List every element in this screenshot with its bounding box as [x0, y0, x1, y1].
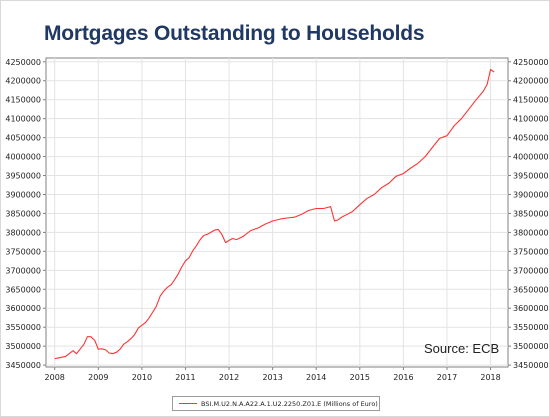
y-tick-label: 3450000: [5, 361, 41, 370]
y-tick-label: 4000000: [5, 153, 41, 162]
grid-lines: [46, 58, 508, 367]
y-axis-right: 3450000 3500000 3550000 3600000 3650000 37000…: [508, 58, 549, 370]
x-tick-label: 2016: [393, 373, 413, 382]
y-tick-label-right: 3600000: [513, 304, 549, 313]
y-tick-label: 3650000: [5, 285, 41, 294]
x-tick-label: 2012: [219, 373, 239, 382]
y-tick-label: 3950000: [5, 172, 41, 181]
x-tick-label: 2011: [175, 373, 195, 382]
y-tick-label: 3900000: [5, 190, 41, 199]
y-tick-label-right: 3900000: [513, 190, 549, 199]
y-tick-label: 4200000: [5, 77, 41, 86]
x-tick-label: 2009: [88, 373, 108, 382]
y-tick-label: 3800000: [5, 228, 41, 237]
legend-label: BSI.M.U2.N.A.A22.A.1.U2.2250.Z01.E (Mill…: [201, 399, 378, 408]
y-tick-label-right: 3450000: [513, 361, 549, 370]
chart-title: Mortgages Outstanding to Households: [44, 22, 425, 45]
y-tick-label-right: 4050000: [513, 134, 549, 143]
plot-area: [45, 57, 509, 368]
y-tick-label: 3500000: [5, 342, 41, 351]
y-tick-label: 3850000: [5, 209, 41, 218]
x-tick-label: 2018: [480, 373, 500, 382]
x-tick-label: 2017: [437, 373, 457, 382]
legend: BSI.M.U2.N.A.A22.A.1.U2.2250.Z01.E (Mill…: [172, 396, 380, 411]
y-tick-label: 4150000: [5, 96, 41, 105]
y-tick-label: 4250000: [5, 58, 41, 67]
y-tick-label-right: 3500000: [513, 342, 549, 351]
y-tick-label: 3550000: [5, 323, 41, 332]
y-tick-label-right: 4150000: [513, 96, 549, 105]
y-tick-label-right: 3550000: [513, 323, 549, 332]
y-tick-label-right: 3700000: [513, 266, 549, 275]
x-tick-label: 2013: [262, 373, 282, 382]
y-tick-label: 3600000: [5, 304, 41, 313]
y-tick-label-right: 3800000: [513, 228, 549, 237]
y-tick-label-right: 3650000: [513, 285, 549, 294]
y-tick-label: 4100000: [5, 115, 41, 124]
x-axis: 2008 2009 2010 2011 2012 2013 2014 2015 2016 2017…: [45, 367, 501, 382]
series-line: [54, 68, 495, 360]
x-tick-label: 2014: [306, 373, 326, 382]
x-tick-label: 2010: [132, 373, 152, 382]
y-tick-label-right: 3850000: [513, 209, 549, 218]
y-tick-label-right: 3950000: [513, 172, 549, 181]
y-tick-label: 3700000: [5, 266, 41, 275]
y-tick-label-right: 4250000: [513, 58, 549, 67]
y-tick-label: 3750000: [5, 247, 41, 256]
y-tick-label-right: 4200000: [513, 77, 549, 86]
y-axis-left: 3450000 3500000 3550000 3600000 3650000 37000…: [5, 58, 46, 370]
source-note: Source: ECB: [424, 341, 500, 356]
legend-swatch: [179, 403, 197, 404]
y-tick-label: 4050000: [5, 134, 41, 143]
y-tick-label-right: 3750000: [513, 247, 549, 256]
y-tick-label-right: 4000000: [513, 153, 549, 162]
y-tick-label-right: 4100000: [513, 115, 549, 124]
x-tick-label: 2008: [45, 373, 65, 382]
x-tick-label: 2015: [350, 373, 370, 382]
